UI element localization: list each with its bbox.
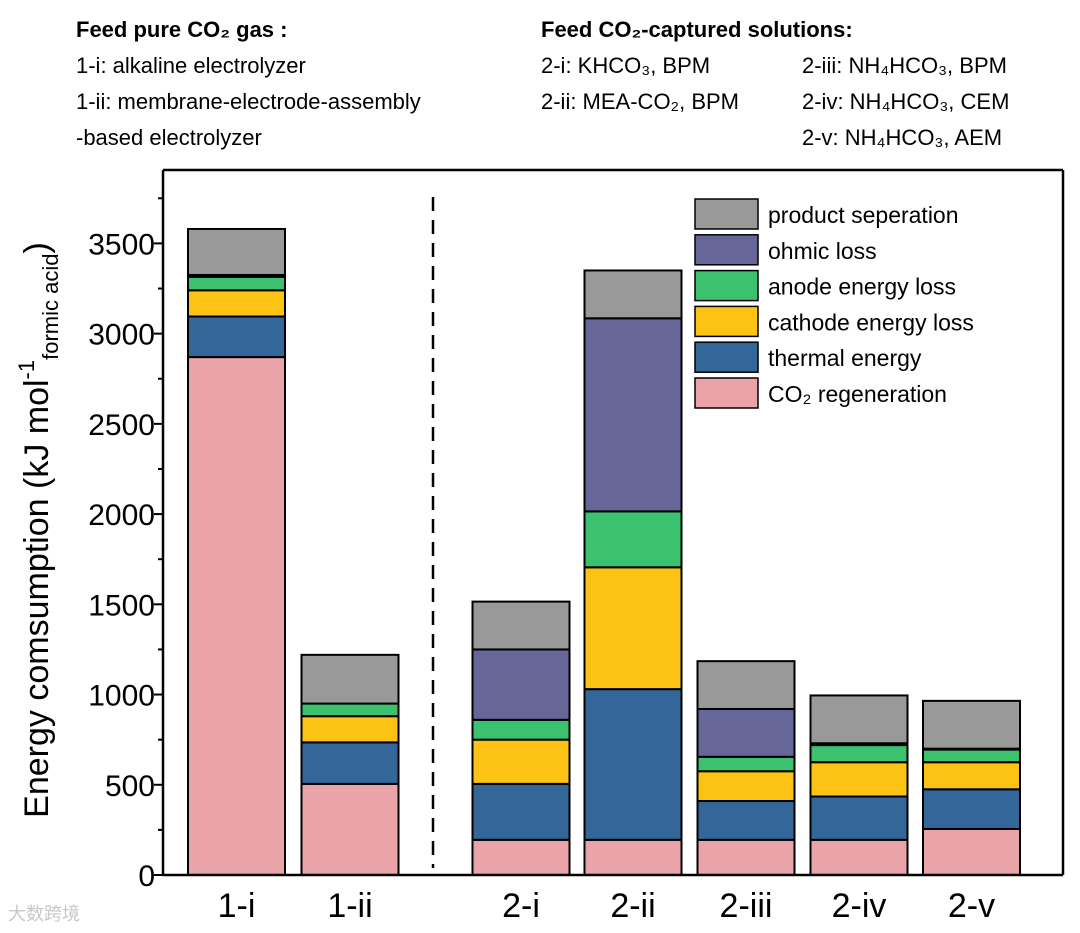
bar-segment-product-seperation-2-i — [471, 600, 571, 651]
legend-swatch — [694, 305, 759, 338]
bar-segment-co-regeneration-2-v — [922, 827, 1021, 876]
bar-segment-thermal-energy-2-i — [471, 782, 571, 841]
y-tick-label: 500 — [105, 770, 155, 803]
bar-segment-product-seperation-2-v — [922, 699, 1021, 750]
legend-label: anode energy loss — [768, 274, 956, 300]
x-tick-label: 1-ii — [327, 887, 372, 925]
bar-segment-cathode-energy-loss-1-ii — [300, 715, 400, 744]
bar-segment-ohmic-loss-2-iii — [696, 707, 796, 758]
bar-segment-thermal-energy-1-i — [187, 315, 286, 359]
axes-layer: 1-i 1-ii 2-i 2-ii 2-iii 2-iv 2-v 0 500 1000 1500 20… — [88, 168, 1065, 925]
bar-segment-anode-energy-loss-2-ii — [583, 510, 683, 569]
bar-segment-product-seperation-2-ii — [583, 269, 683, 320]
bar-segment-thermal-energy-2-ii — [583, 688, 683, 841]
group1-item: -based electrolyzer — [76, 125, 262, 150]
x-tick-label: 2-v — [948, 887, 995, 925]
annotation-group2-title: Feed CO₂-captured solutions: — [541, 17, 853, 42]
x-tick-label: 2-iv — [832, 887, 887, 925]
bar-segment-co-regeneration-2-i — [471, 838, 571, 876]
x-tick-label: 2-i — [502, 887, 540, 925]
group2-item: 2-i: KHCO₃, BPM — [541, 53, 711, 78]
bar-segment-co-regeneration-1-ii — [300, 782, 400, 876]
bar-segment-product-seperation-1-ii — [300, 653, 400, 705]
group1-title: Feed pure CO₂ gas : — [76, 17, 288, 42]
bar-segment-thermal-energy-2-iii — [696, 800, 796, 841]
y-axis-label: Energy comsumption (kJ mol-1formic acid) — [14, 242, 63, 818]
y-axis-label-sup: -1 — [14, 360, 39, 380]
y-tick-label: 3000 — [88, 319, 155, 352]
bar-segment-thermal-energy-1-ii — [300, 741, 400, 785]
annotation-group1: Feed pure CO₂ gas : 1-i: alkaline electr… — [76, 12, 421, 156]
bar-segment-co-regeneration-2-iii — [696, 838, 796, 876]
legend-swatch — [694, 198, 759, 230]
bar-segment-product-seperation-2-iii — [696, 660, 796, 710]
bar-segment-cathode-energy-loss-1-i — [187, 289, 286, 318]
bar-segment-product-seperation-2-iv — [809, 694, 909, 745]
legend-swatch — [694, 234, 759, 266]
bar-segment-co-regeneration-1-i — [187, 356, 286, 876]
group2-item: 2-ii: MEA-CO₂, BPM — [541, 89, 739, 114]
y-axis-label-main: Energy comsumption (kJ mol — [18, 379, 56, 817]
y-tick-label: 0 — [138, 860, 155, 893]
legend-swatch — [694, 341, 759, 373]
y-tick-label: 1000 — [88, 680, 155, 713]
group1-item: 1-i: alkaline electrolyzer — [76, 53, 306, 78]
bar-segment-co-regeneration-2-iv — [809, 838, 909, 876]
y-tick-label: 2500 — [88, 409, 155, 442]
bar-segment-ohmic-loss-2-i — [471, 648, 571, 721]
legend-label: cathode energy loss — [768, 309, 974, 335]
bar-segment-cathode-energy-loss-2-i — [471, 738, 571, 785]
bar-segment-product-seperation-1-i — [187, 227, 286, 276]
bar-segment-thermal-energy-2-iv — [809, 795, 909, 841]
y-axis-label-sub: formic acid — [38, 254, 63, 360]
bar-segment-cathode-energy-loss-2-iv — [809, 761, 909, 798]
group1-item: 1-ii: membrane-electrode-assembly — [76, 89, 421, 114]
y-tick-label: 2000 — [88, 499, 155, 532]
bar-segment-ohmic-loss-2-ii — [583, 317, 683, 513]
x-tick-label: 2-iii — [720, 887, 773, 925]
bar-segment-thermal-energy-2-v — [922, 788, 1021, 830]
watermark: 大数跨境 — [8, 904, 80, 925]
legend: product seperation ohmic loss anode energy… — [694, 198, 974, 409]
legend-label: product seperation — [768, 202, 959, 228]
bar-segment-anode-energy-loss-2-i — [471, 718, 571, 741]
bar-segment-anode-energy-loss-2-iii — [696, 755, 796, 773]
legend-swatch — [694, 377, 759, 409]
bars-layer — [187, 227, 1021, 876]
bar-segment-co-regeneration-2-ii — [583, 838, 683, 876]
group2-item: 2-iv: NH₄HCO₃, CEM — [802, 89, 1010, 114]
bar-segment-anode-energy-loss-2-v — [922, 748, 1021, 764]
y-axis-label-end: ) — [18, 242, 56, 253]
x-tick-label: 1-i — [218, 887, 256, 925]
x-tick-label: 2-ii — [610, 887, 655, 925]
y-tick-label: 3500 — [88, 228, 155, 261]
bar-segment-anode-energy-loss-1-i — [187, 275, 286, 292]
bar-segment-cathode-energy-loss-2-iii — [696, 770, 796, 803]
y-tick-label: 1500 — [88, 589, 155, 622]
legend-swatch — [694, 269, 759, 302]
bar-segment-cathode-energy-loss-2-ii — [583, 566, 683, 691]
legend-label: thermal energy — [768, 345, 922, 371]
bar-segment-anode-energy-loss-1-ii — [300, 702, 400, 718]
legend-label: ohmic loss — [768, 238, 877, 264]
annotation-group2-col1: 2-i: KHCO₃, BPM 2-ii: MEA-CO₂, BPM — [541, 48, 739, 120]
group2-item: 2-iii: NH₄HCO₃, BPM — [802, 53, 1007, 78]
bar-segment-cathode-energy-loss-2-v — [922, 761, 1021, 791]
group2-item: 2-v: NH₄HCO₃, AEM — [802, 125, 1003, 150]
bar-segment-anode-energy-loss-2-iv — [809, 744, 909, 764]
annotation-group2-col2: 2-iii: NH₄HCO₃, BPM 2-iv: NH₄HCO₃, CEM 2… — [802, 48, 1009, 156]
legend-label: CO₂ regeneration — [768, 381, 947, 407]
